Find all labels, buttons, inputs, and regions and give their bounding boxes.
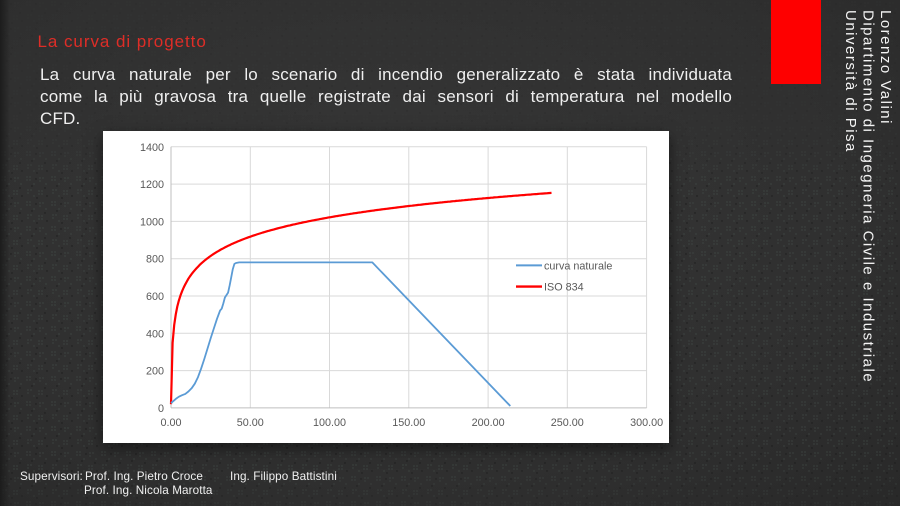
svg-text:800: 800 (146, 254, 164, 266)
svg-text:600: 600 (146, 291, 164, 303)
svg-text:50.00: 50.00 (237, 417, 264, 429)
svg-text:100.00: 100.00 (313, 417, 346, 429)
svg-text:1400: 1400 (140, 142, 164, 154)
svg-text:200.00: 200.00 (472, 417, 505, 429)
svg-text:200: 200 (146, 366, 164, 378)
svg-text:ISO 834: ISO 834 (544, 282, 584, 294)
svg-text:150.00: 150.00 (392, 417, 425, 429)
svg-text:300.00: 300.00 (630, 417, 663, 429)
svg-text:250.00: 250.00 (551, 417, 584, 429)
svg-text:0: 0 (158, 403, 164, 415)
svg-text:curva naturale: curva naturale (544, 260, 612, 272)
svg-text:0.00: 0.00 (160, 417, 181, 429)
svg-text:1000: 1000 (140, 216, 164, 228)
svg-text:400: 400 (146, 328, 164, 340)
svg-text:1200: 1200 (140, 179, 164, 191)
